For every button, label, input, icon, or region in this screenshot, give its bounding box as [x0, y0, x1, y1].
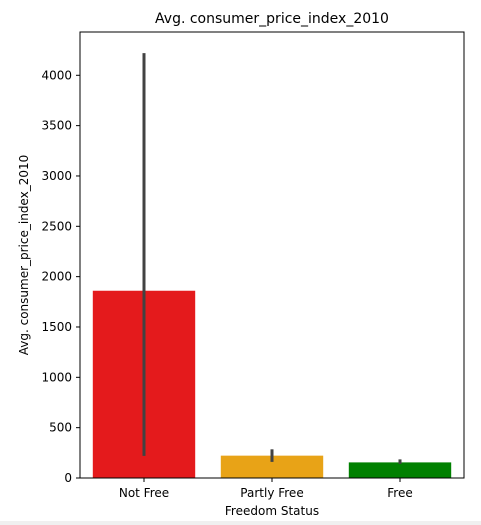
- y-tick-label: 2500: [41, 219, 72, 233]
- x-axis-label: Freedom Status: [225, 504, 319, 518]
- x-tick-label: Partly Free: [240, 486, 303, 500]
- error-bars-group: [142, 53, 402, 464]
- y-tick-label: 0: [64, 471, 72, 485]
- y-tick-label: 500: [49, 421, 72, 435]
- y-axis: 0 500 1000 1500 2000 2500 3000 3500 4000: [41, 68, 80, 485]
- bar: [220, 455, 324, 478]
- y-tick-label: 1500: [41, 320, 72, 334]
- y-tick-label: 1000: [41, 370, 72, 384]
- page-bottom-edge: [0, 521, 481, 525]
- y-tick-label: 2000: [41, 270, 72, 284]
- bar: [348, 462, 452, 478]
- x-tick-label: Not Free: [119, 486, 169, 500]
- x-axis: Not Free Partly Free Free: [119, 478, 413, 500]
- y-tick-label: 3500: [41, 119, 72, 133]
- chart-title: Avg. consumer_price_index_2010: [155, 11, 389, 27]
- y-axis-label: Avg. consumer_price_index_2010: [17, 155, 31, 356]
- y-tick-label: 4000: [41, 68, 72, 82]
- x-tick-label: Free: [387, 486, 412, 500]
- y-tick-label: 3000: [41, 169, 72, 183]
